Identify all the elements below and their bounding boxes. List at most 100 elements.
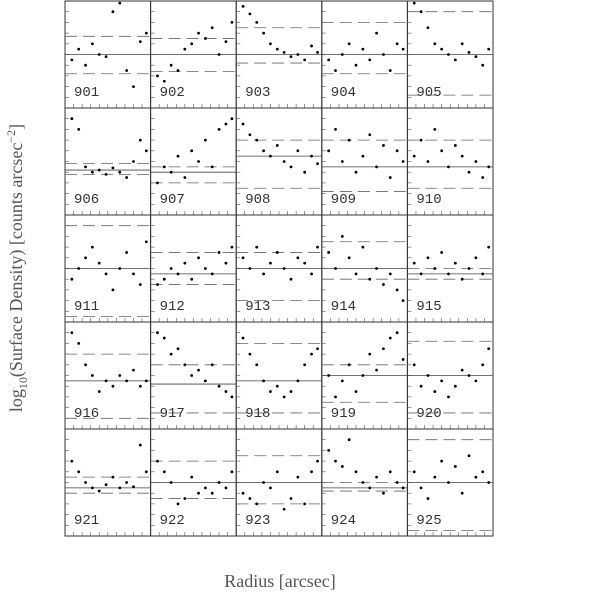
data-point bbox=[77, 267, 81, 270]
data-point bbox=[487, 481, 491, 484]
data-point bbox=[90, 486, 94, 490]
data-point bbox=[467, 170, 471, 174]
panel-label: 925 bbox=[416, 513, 441, 529]
data-point bbox=[162, 165, 166, 169]
data-point bbox=[481, 176, 485, 179]
data-point bbox=[90, 245, 94, 249]
data-point bbox=[203, 138, 207, 142]
data-point bbox=[162, 79, 166, 83]
data-point bbox=[401, 358, 405, 361]
data-point bbox=[447, 165, 450, 169]
data-point bbox=[275, 384, 279, 388]
data-point bbox=[481, 363, 485, 367]
data-point bbox=[395, 288, 399, 292]
data-point bbox=[70, 117, 74, 121]
data-point bbox=[388, 69, 392, 72]
data-point bbox=[433, 475, 437, 479]
data-point bbox=[347, 363, 351, 367]
data-point bbox=[248, 352, 252, 356]
data-point bbox=[382, 144, 385, 147]
data-point bbox=[447, 272, 450, 276]
data-point bbox=[77, 47, 81, 51]
data-point bbox=[230, 245, 234, 249]
data-point bbox=[354, 170, 358, 174]
data-point bbox=[90, 42, 94, 46]
data-point bbox=[440, 379, 444, 383]
data-point bbox=[77, 127, 81, 131]
data-point bbox=[361, 374, 365, 377]
data-point bbox=[368, 58, 372, 62]
data-point bbox=[169, 352, 173, 356]
data-point bbox=[354, 470, 358, 474]
data-point bbox=[190, 475, 194, 479]
data-point bbox=[224, 390, 228, 393]
panel-label: 902 bbox=[160, 85, 185, 101]
data-point bbox=[327, 58, 331, 62]
data-point bbox=[395, 331, 399, 335]
data-point bbox=[368, 277, 372, 281]
data-point bbox=[426, 26, 430, 30]
data-point bbox=[447, 481, 450, 484]
data-point bbox=[382, 283, 385, 286]
panel-label: 922 bbox=[160, 513, 185, 529]
data-point bbox=[118, 170, 122, 174]
data-point bbox=[269, 390, 272, 393]
data-point bbox=[84, 256, 87, 260]
data-point bbox=[84, 165, 87, 169]
data-point bbox=[347, 438, 351, 442]
data-point bbox=[440, 251, 444, 254]
data-point bbox=[77, 342, 81, 345]
data-point bbox=[125, 481, 129, 484]
data-point bbox=[230, 117, 234, 121]
data-point bbox=[419, 272, 423, 276]
panel-label: 904 bbox=[331, 85, 356, 101]
data-point bbox=[70, 58, 74, 62]
panel-label: 915 bbox=[416, 299, 441, 315]
data-point bbox=[125, 69, 129, 72]
data-point bbox=[132, 368, 135, 372]
data-point bbox=[327, 374, 331, 377]
data-point bbox=[138, 40, 142, 44]
data-point bbox=[248, 267, 252, 270]
data-point bbox=[426, 256, 430, 260]
data-point bbox=[347, 256, 351, 260]
data-point bbox=[275, 144, 279, 147]
data-point bbox=[262, 379, 265, 383]
data-point bbox=[217, 384, 221, 388]
data-point bbox=[217, 251, 221, 254]
panel-label: 923 bbox=[245, 513, 270, 529]
data-point bbox=[210, 272, 214, 276]
data-point bbox=[361, 47, 365, 51]
y-label-sup: −2 bbox=[4, 130, 18, 143]
data-point bbox=[255, 502, 259, 506]
data-point bbox=[433, 127, 437, 131]
panel-label: 916 bbox=[74, 406, 99, 422]
data-point bbox=[125, 251, 129, 254]
data-point bbox=[118, 267, 122, 270]
data-point bbox=[310, 470, 313, 474]
data-point bbox=[296, 379, 300, 383]
data-point bbox=[375, 475, 378, 479]
data-point bbox=[156, 283, 159, 286]
data-point bbox=[183, 176, 187, 179]
panel-label: 918 bbox=[245, 406, 270, 422]
data-point bbox=[334, 459, 337, 463]
data-point bbox=[269, 154, 272, 158]
panel-label: 924 bbox=[331, 513, 356, 529]
data-point bbox=[340, 465, 344, 468]
data-point bbox=[203, 267, 207, 270]
data-point bbox=[224, 486, 228, 490]
data-point bbox=[375, 31, 378, 35]
data-point bbox=[262, 31, 265, 35]
data-point bbox=[467, 374, 471, 377]
data-point bbox=[327, 251, 331, 254]
data-point bbox=[144, 470, 148, 474]
data-point bbox=[419, 384, 423, 388]
data-point bbox=[241, 122, 245, 126]
data-point bbox=[282, 395, 286, 399]
data-point bbox=[111, 475, 115, 479]
data-point bbox=[296, 475, 300, 479]
data-point bbox=[412, 1, 416, 5]
data-point bbox=[412, 261, 416, 265]
data-point bbox=[368, 486, 372, 490]
